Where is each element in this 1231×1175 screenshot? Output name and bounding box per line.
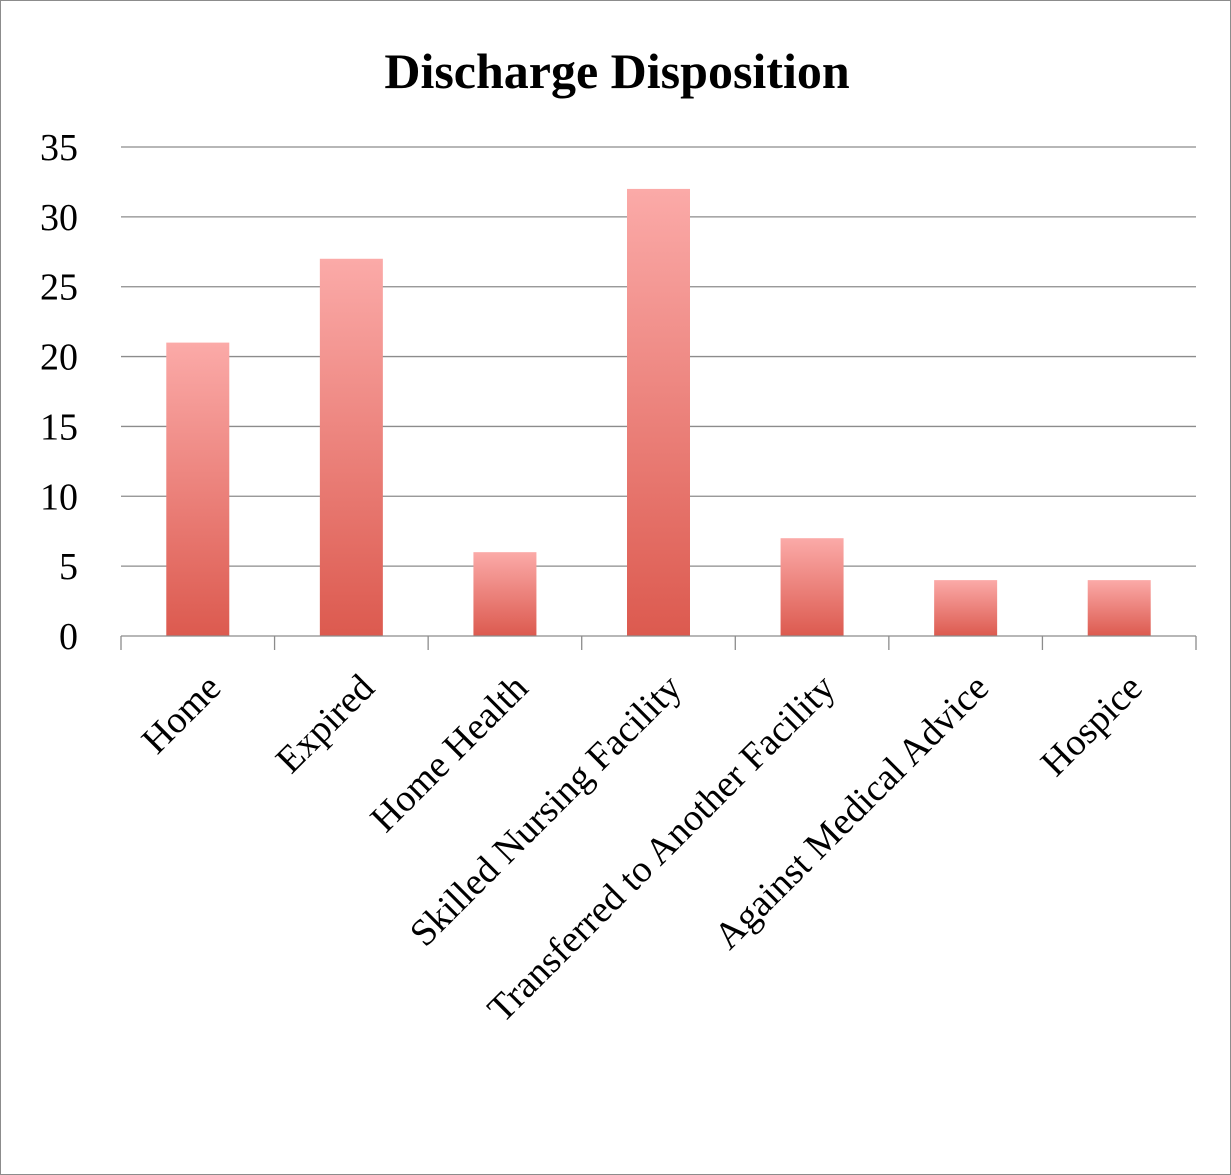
y-axis-tick-labels: 0 5 10 15 20 25 30 35 (40, 127, 78, 658)
y-tick-label: 35 (40, 127, 78, 169)
bar-home (166, 342, 230, 636)
x-tick-label: Home Health (363, 667, 537, 841)
y-tick-label: 10 (40, 476, 78, 518)
x-tick-label: Hospice (1033, 667, 1151, 785)
y-tick-label: 20 (40, 337, 78, 379)
x-tick-label: Against Medical Advice (706, 667, 997, 958)
y-tick-label: 25 (40, 267, 78, 309)
x-tick-label: Skilled Nursing Facility (402, 667, 690, 955)
bar-home-health (473, 552, 537, 636)
chart-title: Discharge Disposition (384, 43, 850, 99)
bars (166, 188, 1151, 636)
bar-skilled-nursing-facility (627, 188, 690, 636)
y-tick-label: 0 (59, 616, 78, 658)
y-tick-label: 5 (59, 546, 78, 588)
y-tick-label: 30 (40, 197, 78, 239)
bar-hospice (1087, 580, 1151, 636)
bar-expired (319, 258, 383, 636)
y-tick-label: 15 (40, 406, 78, 448)
bar-against-medical-advice (934, 580, 998, 636)
x-tick-label: Expired (268, 667, 383, 782)
x-tick-label: Home (134, 667, 229, 762)
x-axis (120, 635, 1197, 650)
bar-transferred-to-another-facility (780, 538, 844, 636)
